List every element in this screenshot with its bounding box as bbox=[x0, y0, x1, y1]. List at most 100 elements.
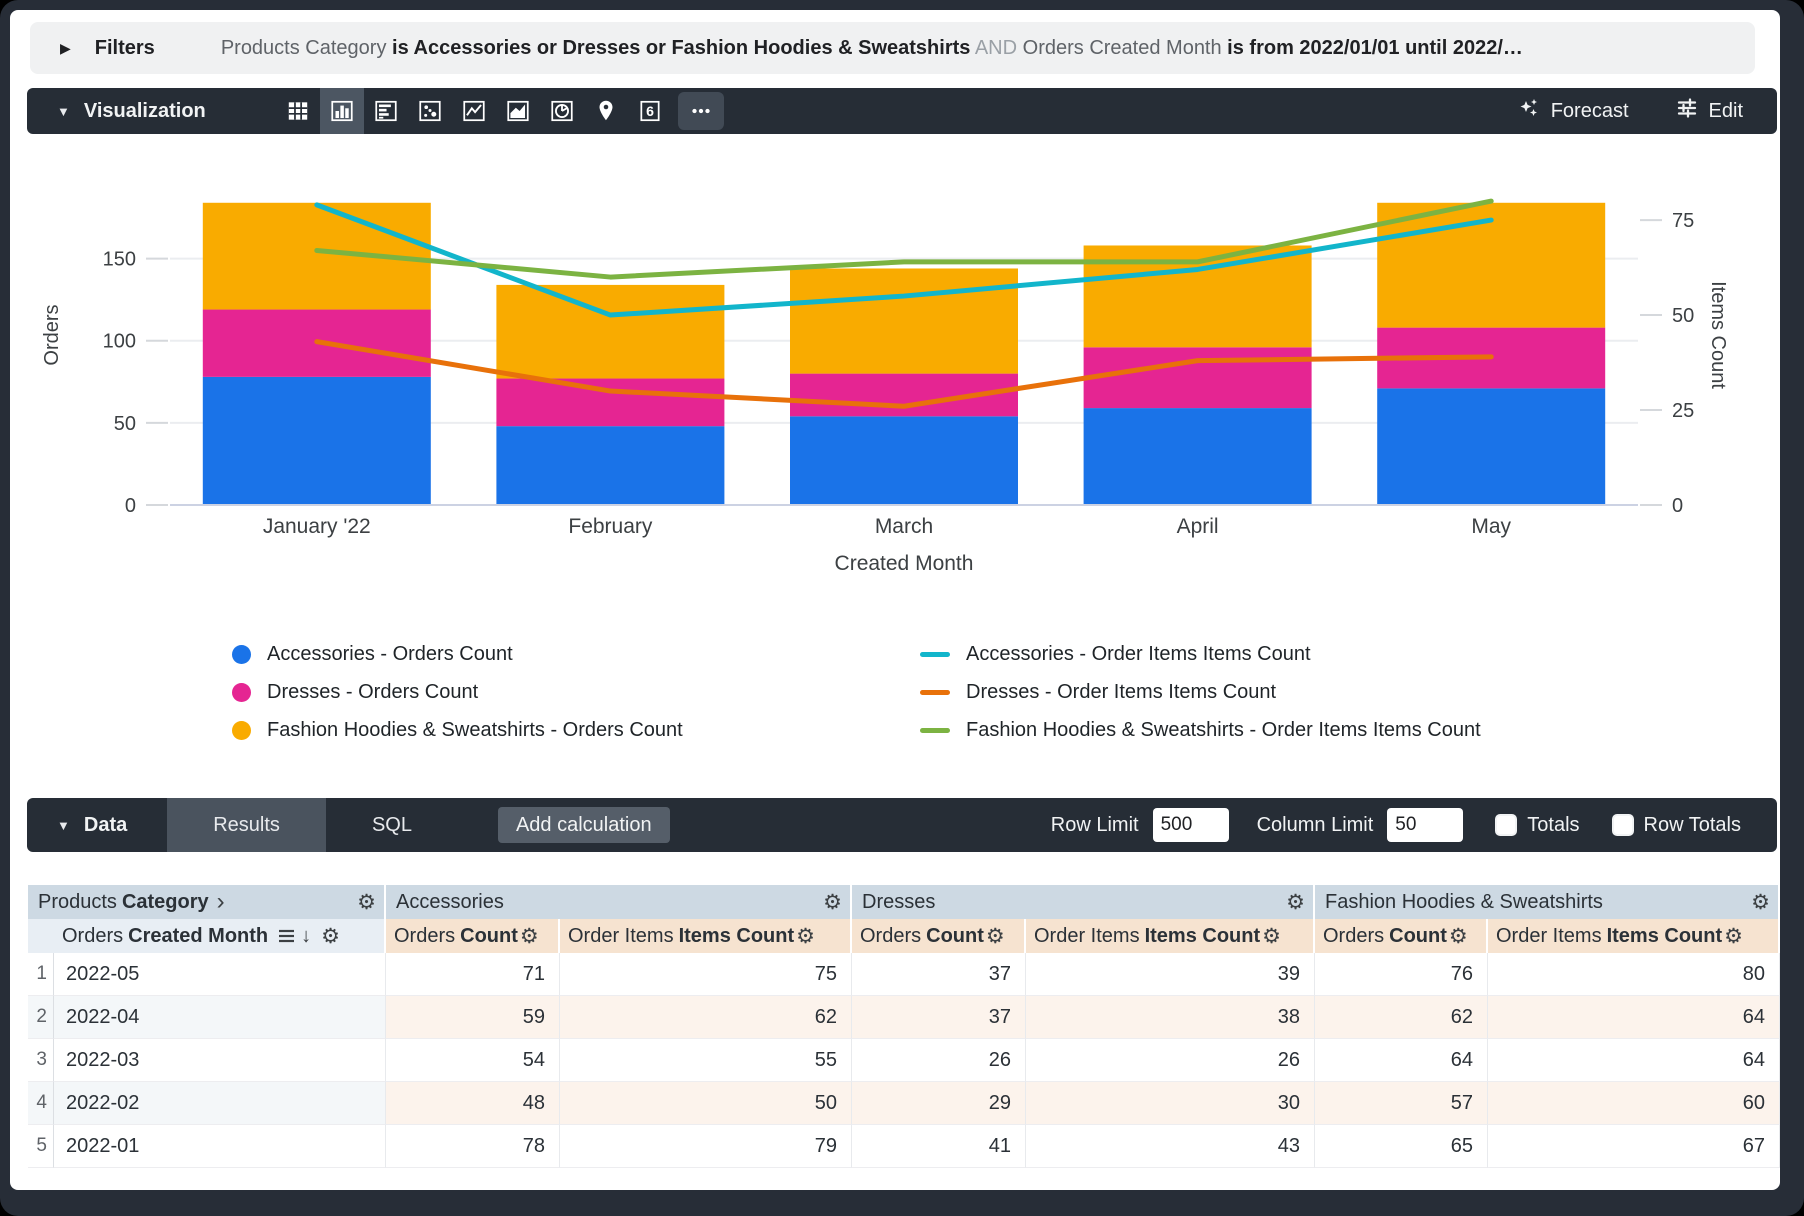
tab-sql[interactable]: SQL bbox=[371, 813, 412, 836]
viz-type-scatter-plot-icon[interactable] bbox=[408, 88, 452, 134]
row-limit-input[interactable] bbox=[1152, 808, 1229, 842]
header-text: Orders bbox=[394, 924, 456, 947]
svg-text:150: 150 bbox=[103, 249, 136, 271]
value-cell: 37 bbox=[852, 953, 1026, 996]
viz-type-column-chart-icon[interactable] bbox=[319, 88, 364, 134]
measure-header[interactable]: Order Items Items Count ⚙ bbox=[1488, 919, 1780, 953]
legend-item[interactable]: Fashion Hoodies & Sweatshirts - Orders C… bbox=[232, 711, 683, 749]
legend-label: Accessories - Order Items Items Count bbox=[966, 642, 1311, 665]
row-number: 4 bbox=[28, 1082, 54, 1125]
row-number: 2 bbox=[28, 996, 54, 1039]
legend-item[interactable]: Dresses - Orders Count bbox=[232, 673, 683, 711]
value-cell: 80 bbox=[1488, 953, 1780, 996]
viz-type-table-icon[interactable] bbox=[276, 88, 320, 134]
measure-header[interactable]: Orders Count ⚙ bbox=[386, 919, 560, 953]
gear-icon[interactable]: ⚙ bbox=[1724, 924, 1743, 948]
viz-type-pie-chart-icon[interactable] bbox=[540, 88, 584, 134]
edit-button[interactable]: Edit bbox=[1675, 96, 1743, 126]
data-title: Data bbox=[83, 813, 128, 836]
sort-desc-icon[interactable]: ↓ bbox=[301, 924, 312, 947]
value-cell: 64 bbox=[1315, 1039, 1488, 1082]
column-limit-label: Column Limit bbox=[1256, 813, 1374, 836]
totals-checkbox[interactable] bbox=[1495, 814, 1518, 836]
column-limit-input[interactable] bbox=[1387, 808, 1464, 842]
gear-icon[interactable]: ⚙ bbox=[1286, 890, 1305, 914]
totals-label: Totals bbox=[1527, 813, 1580, 836]
value-cell: 41 bbox=[852, 1125, 1026, 1168]
legend-item[interactable]: Accessories - Orders Count bbox=[232, 635, 683, 673]
forecast-button[interactable]: Forecast bbox=[1517, 96, 1629, 126]
header-text: Category bbox=[121, 890, 209, 913]
gear-icon[interactable]: ⚙ bbox=[1751, 890, 1770, 914]
month-cell: 2022-01 bbox=[54, 1125, 386, 1168]
legend-column: Accessories - Orders Count Dresses - Orde… bbox=[232, 635, 683, 749]
value-cell: 57 bbox=[1315, 1082, 1488, 1125]
gear-icon[interactable]: ⚙ bbox=[519, 924, 539, 948]
viz-type-map-icon[interactable] bbox=[584, 88, 628, 134]
row-number: 5 bbox=[28, 1125, 54, 1168]
measure-header[interactable]: Order Items Items Count ⚙ bbox=[560, 919, 852, 953]
row-limit-label: Row Limit bbox=[1050, 813, 1139, 836]
column-group-header[interactable]: Fashion Hoodies & Sweatshirts ⚙ bbox=[1315, 885, 1780, 919]
legend-label: Accessories - Orders Count bbox=[267, 642, 513, 665]
legend-dot-marker bbox=[232, 720, 251, 740]
value-cell: 75 bbox=[560, 953, 852, 996]
combo-chart[interactable]: 0 50 100 150 0 25 50 75 January '22 February March… bbox=[10, 140, 1780, 620]
legend-label: Dresses - Orders Count bbox=[267, 680, 479, 703]
edit-settings-icon bbox=[1675, 96, 1699, 126]
viz-type-bar-chart-icon[interactable] bbox=[364, 88, 408, 134]
tab-results[interactable]: Results bbox=[167, 798, 326, 852]
measure-header[interactable]: Order Items Items Count ⚙ bbox=[1026, 919, 1315, 953]
legend-line-marker bbox=[920, 727, 950, 733]
column-group-header[interactable]: Accessories ⚙ bbox=[386, 885, 852, 919]
legend-line-marker bbox=[920, 689, 950, 695]
measure-header[interactable]: Orders Count ⚙ bbox=[1315, 919, 1488, 953]
gear-icon[interactable]: ⚙ bbox=[321, 924, 340, 948]
data-options: Row Limit Column Limit Totals Row Totals bbox=[1051, 808, 1741, 842]
measure-header[interactable]: Orders Count ⚙ bbox=[852, 919, 1026, 953]
value-cell: 62 bbox=[1315, 996, 1488, 1039]
legend-column: Accessories - Order Items Items Count Dre… bbox=[920, 635, 1481, 749]
value-cell: 48 bbox=[386, 1082, 560, 1125]
gear-icon[interactable]: ⚙ bbox=[1262, 924, 1281, 948]
viz-type-area-chart-icon[interactable] bbox=[496, 88, 540, 134]
legend-item[interactable]: Accessories - Order Items Items Count bbox=[920, 635, 1481, 673]
gear-icon[interactable]: ⚙ bbox=[1448, 924, 1468, 948]
header-text: Orders bbox=[62, 924, 124, 947]
column-group-header[interactable]: Dresses ⚙ bbox=[852, 885, 1315, 919]
gear-icon[interactable]: ⚙ bbox=[985, 924, 1005, 948]
svg-text:0: 0 bbox=[125, 495, 136, 517]
subtotal-lines-icon[interactable] bbox=[278, 929, 295, 944]
viz-type-more-icon[interactable] bbox=[677, 92, 724, 130]
value-cell: 65 bbox=[1315, 1125, 1488, 1168]
filter-phrase: is from 2022/01/01 until 2022/… bbox=[1227, 36, 1523, 59]
legend-item[interactable]: Dresses - Order Items Items Count bbox=[920, 673, 1481, 711]
header-text: Items Count bbox=[1144, 924, 1261, 947]
gear-icon[interactable]: ⚙ bbox=[357, 890, 376, 914]
value-cell: 26 bbox=[852, 1039, 1026, 1082]
viz-type-single-value-icon[interactable]: 6 bbox=[628, 88, 672, 134]
filters-bar[interactable]: ▶ Filters Products Category is Accessori… bbox=[30, 22, 1755, 74]
results-table: Products Category › ⚙ Accessories ⚙ Dresses ⚙ Fa… bbox=[28, 885, 1780, 1168]
expand-chevron-icon[interactable]: › bbox=[216, 888, 225, 915]
header-text: Order Items bbox=[568, 924, 674, 947]
collapse-visualization-icon[interactable]: ▼ bbox=[57, 103, 70, 119]
add-calculation-button[interactable]: Add calculation bbox=[497, 807, 670, 843]
gear-icon[interactable]: ⚙ bbox=[796, 924, 815, 948]
explore-content: ▶ Filters Products Category is Accessori… bbox=[10, 10, 1780, 1190]
collapse-data-icon[interactable]: ▼ bbox=[57, 817, 70, 833]
column-group-header[interactable]: Products Category › ⚙ bbox=[28, 885, 386, 919]
gear-icon[interactable]: ⚙ bbox=[823, 890, 842, 914]
chart-legend: Accessories - Orders Count Dresses - Orde… bbox=[10, 625, 1780, 765]
row-totals-checkbox[interactable] bbox=[1611, 814, 1634, 836]
legend-item[interactable]: Fashion Hoodies & Sweatshirts - Order It… bbox=[920, 711, 1481, 749]
value-cell: 55 bbox=[560, 1039, 852, 1082]
value-cell: 62 bbox=[560, 996, 852, 1039]
forecast-sparkle-icon bbox=[1517, 96, 1541, 126]
month-cell: 2022-03 bbox=[54, 1039, 386, 1082]
month-cell: 2022-05 bbox=[54, 953, 386, 996]
dimension-header-orders-created-month[interactable]: Orders Created Month ↓ ⚙ bbox=[28, 919, 386, 953]
expand-filters-icon[interactable]: ▶ bbox=[60, 39, 71, 56]
viz-type-line-chart-icon[interactable] bbox=[452, 88, 496, 134]
